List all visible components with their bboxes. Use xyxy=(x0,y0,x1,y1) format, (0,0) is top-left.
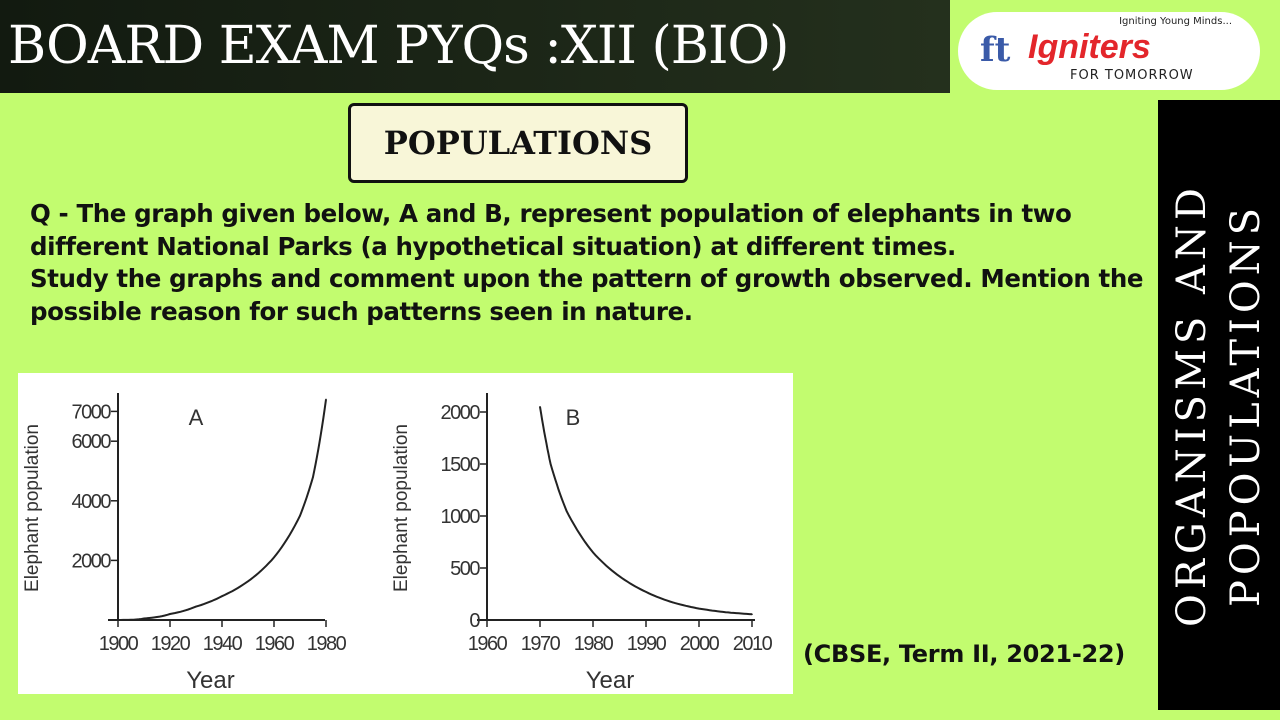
data-point xyxy=(751,613,753,616)
x-tick-label: 2000 xyxy=(680,633,720,655)
question-line-1: Q - The graph given below, A and B, repr… xyxy=(30,199,1072,261)
data-point xyxy=(645,591,647,593)
y-tick-label: 0 xyxy=(469,610,480,632)
question-line-2: Study the graphs and comment upon the pa… xyxy=(30,264,1144,326)
data-point xyxy=(565,510,568,512)
data-point xyxy=(299,514,301,517)
y-tick-label: 2000 xyxy=(441,402,481,424)
data-point xyxy=(247,580,249,583)
chart-title: A xyxy=(189,405,204,430)
data-point xyxy=(273,556,275,559)
x-tick-label: 1960 xyxy=(468,633,508,655)
x-tick-label: 1940 xyxy=(203,633,243,655)
igniters-logo: ft Igniters Igniting Young Minds... FOR … xyxy=(958,12,1260,90)
x-tick-label: 1990 xyxy=(627,633,667,655)
series-line xyxy=(539,406,753,616)
side-banner: ORGANISMS AND POPOULATIONS xyxy=(1158,100,1280,710)
data-point xyxy=(724,611,727,613)
source-citation: (CBSE, Term II, 2021-22) xyxy=(803,640,1125,668)
data-point xyxy=(195,605,197,608)
y-tick-label: 1000 xyxy=(441,506,481,528)
data-point xyxy=(698,607,700,610)
y-tick-label: 500 xyxy=(450,558,480,580)
y-axis-label: Elephant population xyxy=(391,424,412,592)
data-point xyxy=(539,406,541,408)
data-point xyxy=(592,551,594,554)
data-point xyxy=(549,463,552,465)
chart-title: B xyxy=(566,405,581,430)
question-text: Q - The graph given below, A and B, repr… xyxy=(30,198,1150,328)
x-axis-label: Year xyxy=(586,667,635,694)
x-tick-label: 1920 xyxy=(151,633,191,655)
y-tick-label: 1500 xyxy=(441,454,481,476)
data-point xyxy=(169,613,171,615)
side-banner-line-2: POPOULATIONS xyxy=(1223,202,1269,608)
graphs-figure: 1900 1920 1940 1960 1980 2000 4000 6000 7000 A Yea… xyxy=(18,373,793,694)
logo-mark-icon: ft xyxy=(980,30,1011,70)
logo-tagline: Igniting Young Minds... xyxy=(1119,16,1232,27)
y-tick-label: 2000 xyxy=(72,550,112,572)
side-banner-line-1: ORGANISMS AND xyxy=(1169,183,1215,627)
x-tick-label: 1980 xyxy=(574,633,614,655)
logo-brand: Igniters xyxy=(1028,28,1151,66)
y-tick-label: 6000 xyxy=(72,431,112,453)
data-point xyxy=(618,575,621,578)
x-tick-label: 2010 xyxy=(733,633,773,655)
x-tick-label: 1960 xyxy=(255,633,295,655)
x-tick-label: 1970 xyxy=(521,633,561,655)
series-line xyxy=(118,399,327,621)
data-point xyxy=(221,595,223,597)
logo-subtitle: FOR TOMORROW xyxy=(1070,68,1194,83)
data-point xyxy=(325,398,327,401)
x-axis-label: Year xyxy=(186,667,235,694)
x-tick-label: 1900 xyxy=(99,633,139,655)
x-tick-label: 1980 xyxy=(307,633,347,655)
data-point xyxy=(143,617,145,620)
charts-svg: 1900 1920 1940 1960 1980 2000 4000 6000 7000 A Yea… xyxy=(22,393,774,694)
data-point xyxy=(117,619,119,621)
header-title: BOARD EXAM PYQs :XII (BIO) xyxy=(0,0,950,93)
data-point xyxy=(671,601,674,604)
y-tick-label: 7000 xyxy=(72,401,112,423)
data-point xyxy=(312,476,314,478)
y-axis-label: Elephant population xyxy=(22,424,43,592)
y-tick-label: 4000 xyxy=(72,491,112,513)
topic-label: POPULATIONS xyxy=(348,103,688,183)
